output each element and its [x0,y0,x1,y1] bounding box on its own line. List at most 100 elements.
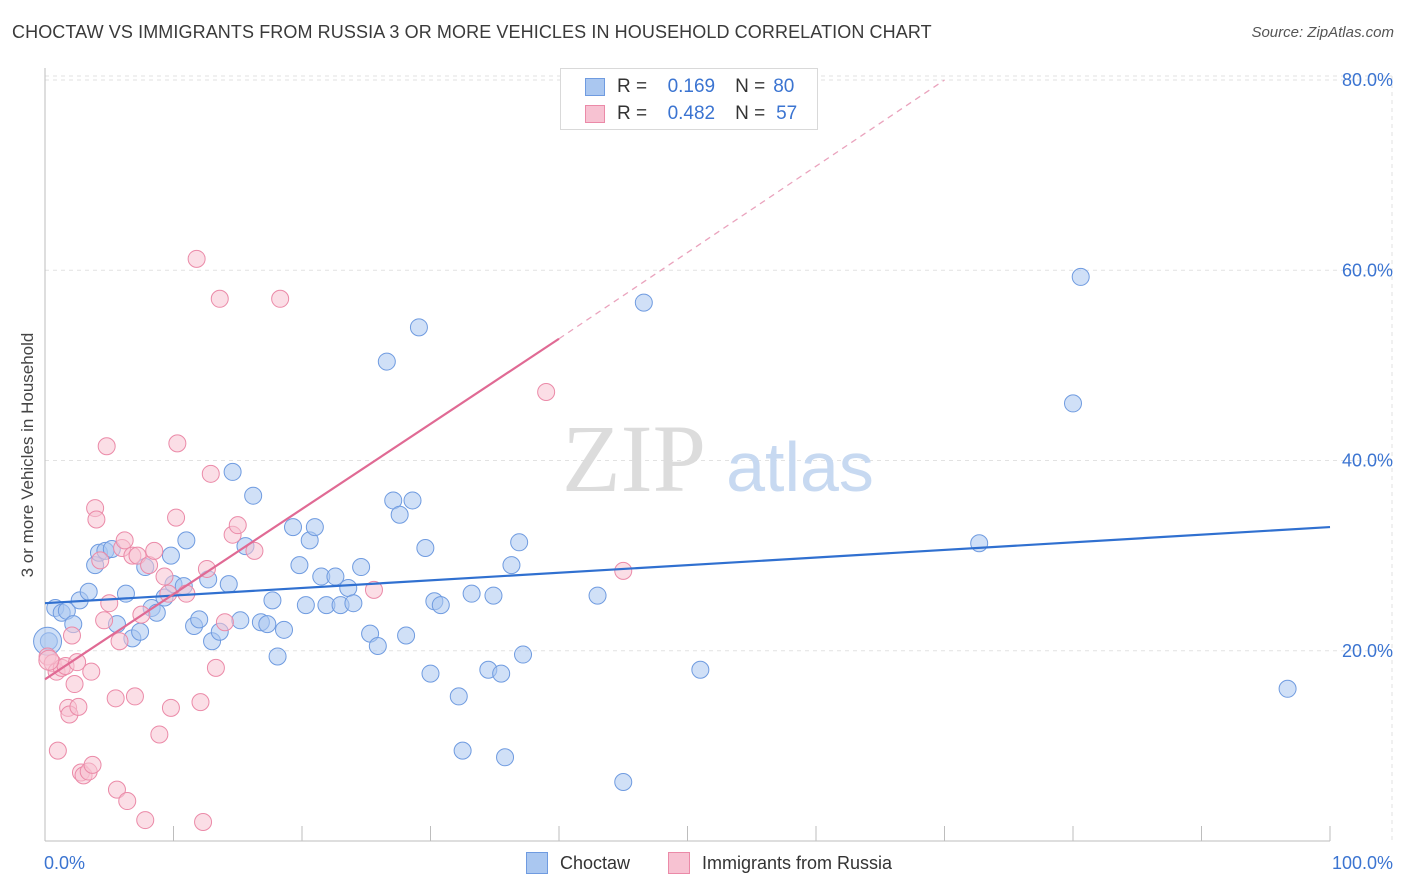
data-point [145,541,164,560]
data-point [197,559,216,578]
data-point [397,626,416,645]
data-point [48,741,67,760]
data-point [1278,679,1297,698]
watermark-zip: ZIP [562,405,706,512]
data-point [68,653,87,672]
data-point [82,662,101,681]
x-tick-label-max: 100.0% [1332,853,1393,873]
data-point [352,558,371,577]
data-point [453,741,472,760]
data-point [131,622,150,641]
data-point [484,586,503,605]
data-point [368,636,387,655]
data-point [537,383,556,402]
tick-labels: 20.0% 40.0% 60.0% 80.0% 0.0% 100.0% [44,70,1393,873]
watermark: ZIP atlas [562,405,874,512]
data-point [65,675,84,694]
axes [44,68,1331,842]
bottom-legend-swatch-choctaw [526,852,548,874]
source-label: Source: ZipAtlas.com [1251,24,1394,41]
data-point [219,575,238,594]
gridlines [45,75,1393,841]
legend-n-value: 57 [776,103,798,124]
legend-n-label: N = [735,76,766,97]
data-point [190,610,209,629]
legend-r-value: 0.169 [667,76,716,97]
data-point [168,434,187,453]
data-point [83,755,102,774]
data-point [177,531,196,550]
legend-r-label: R = [617,103,648,124]
legend-row-russia: R = 0.482 N = 57 [585,102,797,126]
data-point [691,660,710,679]
data-point [215,613,234,632]
data-point [91,551,110,570]
data-point [107,780,126,799]
data-point [244,486,263,505]
data-point [449,687,468,706]
data-point [364,580,383,599]
data-point [502,556,521,575]
data-point [115,531,134,550]
bottom-legend-label-choctaw: Choctaw [560,852,631,873]
data-point [296,596,315,615]
data-point [147,603,166,622]
trend-line-russia-extension [558,79,945,340]
data-point [263,591,282,610]
data-point [344,594,363,613]
data-point [588,586,607,605]
data-point [416,539,435,558]
data-point [79,582,98,601]
data-point [1071,267,1090,286]
legend-n-value: 80 [773,76,795,97]
data-point [128,546,147,565]
data-point [210,289,229,308]
data-point [231,611,250,630]
data-point [510,533,529,552]
trend-lines [44,79,1331,681]
data-point [245,541,264,560]
data-point [284,518,303,537]
data-point [339,578,358,597]
data-point [492,664,511,683]
y-tick-label: 20.0% [1342,641,1393,661]
legend-swatch-choctaw [585,78,605,96]
data-point [403,491,422,510]
data-point [167,508,186,527]
data-point [161,698,180,717]
data-point [136,811,155,830]
data-point [125,687,144,706]
data-point [271,289,290,308]
y-tick-label: 60.0% [1342,260,1393,280]
legend-swatch-russia [585,105,605,123]
data-point [187,249,206,268]
data-point [87,510,106,529]
data-point [377,352,396,371]
watermark-atlas: atlas [726,428,874,506]
stats-legend: R = 0.169 N = 80 R = 0.482 N = 57 [560,68,818,130]
data-point [409,318,428,337]
data-point [258,615,277,634]
data-point [159,584,178,603]
data-point [431,596,450,615]
bottom-legend-choctaw: Choctaw [526,852,630,874]
data-point [118,792,137,811]
data-point [62,626,81,645]
data-point [614,773,633,792]
y-tick-label: 80.0% [1342,70,1393,90]
series-immigrants-from-russia [38,249,633,831]
legend-r-value: 0.482 [667,103,716,124]
data-point [421,664,440,683]
chart-title: CHOCTAW VS IMMIGRANTS FROM RUSSIA 3 OR M… [12,22,932,42]
trend-line-russia [44,337,560,681]
x-tick-label-min: 0.0% [44,853,85,873]
data-point [150,725,169,744]
data-point [496,748,515,767]
bottom-legend-russia: Immigrants from Russia [668,852,892,874]
data-point [634,293,653,312]
bottom-legend-label-russia: Immigrants from Russia [702,852,893,873]
data-point [223,462,242,481]
data-point [514,645,533,664]
data-point-cluster [38,649,60,671]
data-point [614,561,633,580]
